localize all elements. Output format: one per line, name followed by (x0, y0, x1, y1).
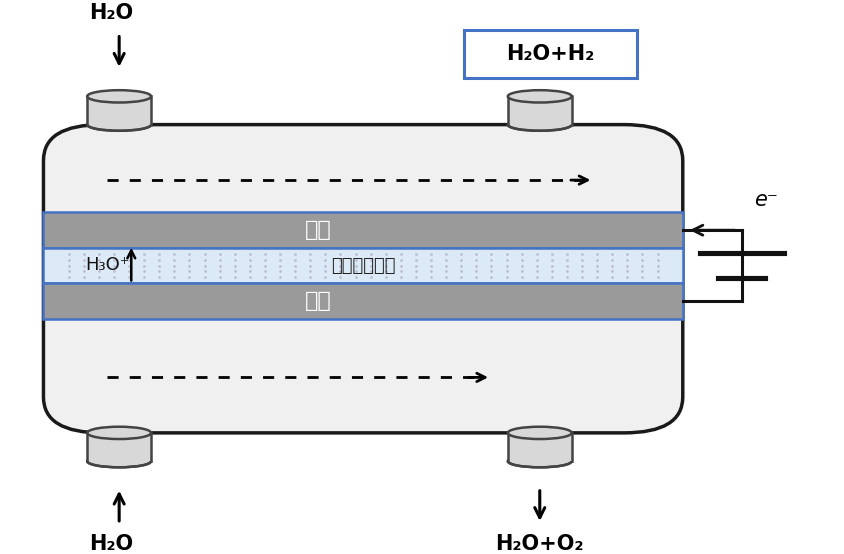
Text: 陽極: 陽極 (305, 291, 332, 311)
Bar (43, 213, 683, 248)
Ellipse shape (508, 90, 571, 102)
Bar (87, 433, 151, 461)
Bar (43, 248, 683, 283)
Ellipse shape (508, 427, 571, 439)
Ellipse shape (508, 455, 571, 468)
Ellipse shape (87, 90, 151, 102)
FancyBboxPatch shape (43, 125, 683, 433)
Text: H₂O: H₂O (89, 534, 133, 554)
Text: 陰極: 陰極 (305, 220, 332, 240)
Text: H₂O+O₂: H₂O+O₂ (495, 534, 584, 554)
Bar (43, 283, 683, 319)
Text: 固体高分子膜: 固体高分子膜 (331, 257, 395, 275)
Ellipse shape (87, 455, 151, 468)
Bar (87, 96, 151, 125)
Text: H₃O⁺: H₃O⁺ (85, 257, 129, 274)
Bar (508, 96, 571, 125)
Text: H₂O: H₂O (89, 3, 133, 23)
Text: H₂O+H₂: H₂O+H₂ (506, 44, 594, 64)
Ellipse shape (508, 119, 571, 131)
Ellipse shape (87, 427, 151, 439)
Text: e⁻: e⁻ (755, 189, 778, 209)
FancyBboxPatch shape (464, 29, 636, 78)
Ellipse shape (87, 119, 151, 131)
Bar (508, 433, 571, 461)
